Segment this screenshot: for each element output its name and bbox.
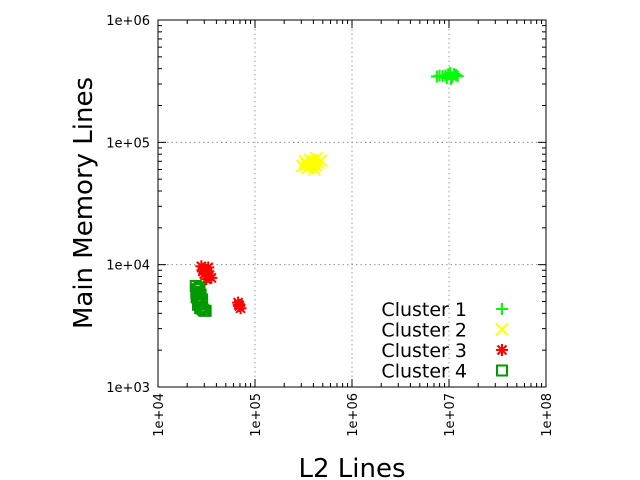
series-4 — [189, 279, 212, 317]
series-1 — [430, 66, 464, 85]
x-tick-label: 1e+05 — [249, 393, 264, 437]
grid-lines — [158, 20, 546, 387]
legend-label: Cluster 1 — [381, 299, 467, 321]
y-tick-label: 1e+04 — [106, 259, 150, 274]
data-point — [193, 281, 206, 294]
legend-marker — [496, 344, 508, 356]
series-2 — [295, 151, 328, 177]
legend-marker — [496, 364, 508, 377]
legend-label: Cluster 3 — [381, 340, 467, 362]
y-tick-label: 1e+06 — [106, 14, 150, 29]
y-tick-label: 1e+05 — [106, 136, 150, 151]
data-point — [194, 302, 207, 315]
data-point — [304, 154, 318, 168]
legend-label: Cluster 4 — [381, 361, 467, 383]
x-tick-label: 1e+08 — [540, 393, 555, 437]
data-point — [451, 70, 464, 83]
x-tick-label: 1e+07 — [443, 393, 458, 437]
x-tick-label: 1e+06 — [346, 393, 361, 437]
series-3 — [195, 260, 247, 315]
y-axis-title: Main Memory Lines — [69, 77, 99, 329]
legend-marker — [496, 303, 508, 315]
axis-ticks: 1e+04 1e+05 1e+06 1e+07 1e+081e+031e+041e+05… — [106, 14, 555, 437]
legend-marker — [495, 322, 509, 337]
x-axis-title: L2 Lines — [298, 454, 405, 480]
y-tick-label: 1e+03 — [106, 381, 150, 396]
data-points — [189, 66, 464, 317]
data-point — [232, 298, 245, 311]
data-point — [191, 298, 204, 311]
data-point — [440, 72, 453, 85]
x-tick-label: 1e+04 — [152, 393, 167, 437]
legend-label: Cluster 2 — [381, 320, 467, 342]
